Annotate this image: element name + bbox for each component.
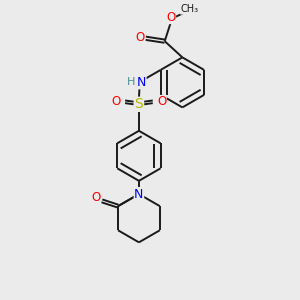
Text: N: N (134, 188, 144, 201)
Text: S: S (135, 97, 143, 111)
Text: O: O (166, 11, 176, 24)
Text: N: N (136, 76, 146, 89)
Text: O: O (112, 95, 121, 109)
Text: H: H (127, 77, 136, 87)
Text: O: O (91, 191, 101, 204)
Text: CH₃: CH₃ (181, 4, 199, 14)
Text: O: O (136, 31, 145, 44)
Text: O: O (157, 95, 166, 109)
